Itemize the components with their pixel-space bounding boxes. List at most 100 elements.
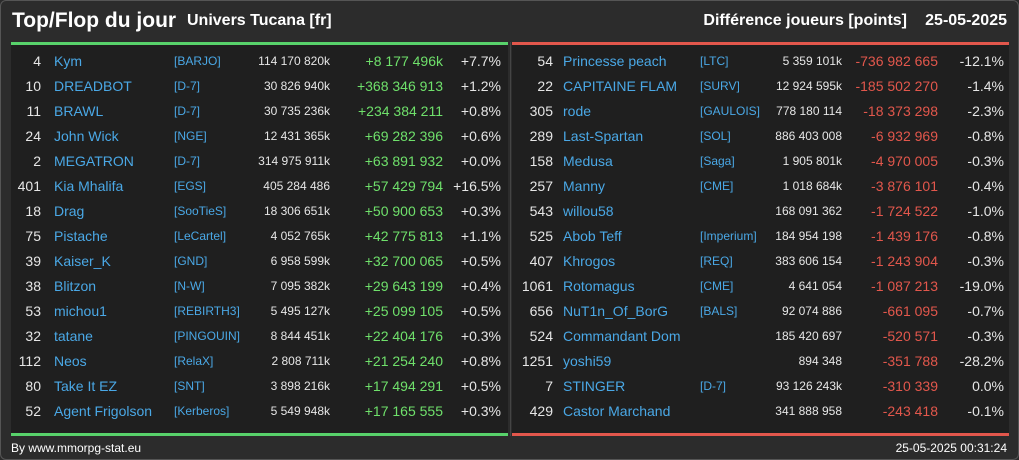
player-name-link[interactable]: Kym (54, 53, 82, 69)
alliance-tag-link[interactable]: [CME] (700, 279, 734, 293)
player-points: 2 808 711k (271, 354, 331, 368)
player-name-link[interactable]: Blitzon (54, 278, 97, 294)
points-delta-percent: -1.4% (967, 78, 1004, 94)
player-name-link[interactable]: Rotomagus (563, 278, 635, 294)
alliance-tag-link[interactable]: [Saga] (700, 154, 735, 168)
points-delta: -243 418 (882, 403, 938, 419)
player-rank: 407 (529, 253, 553, 269)
alliance-tag-link[interactable]: [D-7] (174, 104, 201, 118)
alliance-tag-link[interactable]: [REQ] (700, 254, 733, 268)
player-name-link[interactable]: STINGER (563, 378, 626, 394)
points-delta-percent: +7.7% (460, 53, 501, 69)
player-name-link[interactable]: Princesse peach (563, 53, 667, 69)
player-name-link[interactable]: Commandant Dom (563, 328, 681, 344)
player-name-link[interactable]: Medusa (563, 153, 613, 169)
player-name-link[interactable]: Last-Spartan (563, 128, 644, 144)
player-name-link[interactable]: Agent Frigolson (54, 403, 153, 419)
player-name-link[interactable]: Khrogos (563, 253, 616, 269)
alliance-tag-link[interactable]: [EGS] (174, 179, 207, 193)
player-name-link[interactable]: BRAWL (54, 103, 104, 119)
alliance-tag-link[interactable]: [SURV] (700, 79, 740, 93)
flop-row: 289 Last-Spartan [SOL] 886 403 008 -6 932 96… (512, 124, 1009, 149)
player-rank: 52 (25, 403, 41, 419)
alliance-tag-link[interactable]: [D-7] (174, 79, 201, 93)
points-delta-percent: -28.2% (959, 353, 1004, 369)
player-name-link[interactable]: yoshi59 (563, 353, 612, 369)
top-row: 18 Drag [SooTieS] 18 306 651k +50 900 653 +0.… (11, 199, 508, 224)
alliance-tag-link[interactable]: [Kerberos] (174, 404, 230, 418)
points-delta-percent: -12.1% (959, 53, 1004, 69)
player-name-link[interactable]: Kaiser_K (54, 253, 111, 269)
points-delta-percent: +0.6% (460, 128, 501, 144)
player-name-link[interactable]: NuT1n_Of_BorG (563, 303, 669, 319)
player-rank: 524 (529, 328, 553, 344)
player-points: 18 306 651k (263, 204, 330, 218)
player-name-link[interactable]: Take It EZ (54, 378, 118, 394)
alliance-tag-link[interactable]: [N-W] (174, 279, 205, 293)
alliance-tag-link[interactable]: [PINGOUIN] (174, 329, 241, 343)
alliance-tag-link[interactable]: [NGE] (174, 129, 207, 143)
top-row: 2 MEGATRON [D-7] 314 975 911k +63 891 932 +0.… (11, 149, 508, 174)
player-points: 30 735 236k (263, 104, 330, 118)
points-delta-percent: +0.5% (460, 303, 501, 319)
player-name-link[interactable]: tatane (54, 328, 93, 344)
alliance-tag-link[interactable]: [GND] (174, 254, 208, 268)
player-name-link[interactable]: Castor Marchand (563, 403, 671, 419)
player-name-link[interactable]: michou1 (54, 303, 107, 319)
alliance-tag-link[interactable]: [BARJO] (174, 54, 221, 68)
flop-panel: 54 Princesse peach [LTC] 5 359 101k -736 982… (512, 42, 1009, 436)
alliance-tag-link[interactable]: [LTC] (700, 54, 729, 68)
flop-row: 1251 yoshi59 894 348 -351 788 -28.2% (512, 349, 1009, 374)
player-rank: 75 (25, 228, 41, 244)
points-delta-percent: -0.1% (967, 403, 1004, 419)
player-rank: 112 (18, 353, 41, 369)
player-name-link[interactable]: willou58 (563, 203, 614, 219)
player-rank: 401 (17, 178, 41, 194)
player-name-link[interactable]: Abob Teff (563, 228, 622, 244)
points-delta-percent: +1.2% (460, 78, 501, 94)
player-rank: 18 (25, 203, 41, 219)
player-name-link[interactable]: rode (563, 103, 592, 119)
points-delta: -185 502 270 (855, 78, 938, 94)
points-delta-percent: -1.0% (967, 203, 1004, 219)
flop-row: 407 Khrogos [REQ] 383 606 154 -1 243 904 -0.3… (512, 249, 1009, 274)
points-delta: +368 346 913 (356, 78, 443, 94)
top-row: 75 Pistache [LeCartel] 4 052 765k +42 775 81… (11, 224, 508, 249)
alliance-tag-link[interactable]: [CME] (700, 179, 734, 193)
player-name-link[interactable]: Neos (54, 353, 87, 369)
alliance-tag-link[interactable]: [SNT] (174, 379, 205, 393)
player-rank: 656 (529, 303, 553, 319)
alliance-tag-link[interactable]: [BALS] (700, 304, 738, 318)
alliance-tag-link[interactable]: [SooTieS] (174, 204, 227, 218)
player-points: 778 180 114 (776, 104, 842, 118)
flop-row: 7 STINGER [D-7] 93 126 243k -310 339 0.0% (512, 374, 1009, 399)
player-points: 6 958 599k (270, 254, 330, 268)
alliance-tag-link[interactable]: [RelaX] (174, 354, 214, 368)
flop-row: 429 Castor Marchand 341 888 958 -243 418 -0.… (512, 399, 1009, 424)
top-row: 401 Kia Mhalifa [EGS] 405 284 486 +57 429 79… (11, 174, 508, 199)
points-delta: +22 404 176 (364, 328, 443, 344)
alliance-tag-link[interactable]: [GAULOIS] (700, 104, 761, 118)
alliance-tag-link[interactable]: [D-7] (174, 154, 201, 168)
alliance-tag-link[interactable]: [Imperium] (700, 229, 757, 243)
player-points: 4 641 054 (788, 279, 842, 293)
alliance-tag-link[interactable]: [D-7] (700, 379, 727, 393)
player-name-link[interactable]: Manny (563, 178, 606, 194)
points-delta: -520 571 (882, 328, 938, 344)
player-name-link[interactable]: MEGATRON (54, 153, 134, 169)
points-delta-percent: -19.0% (959, 278, 1004, 294)
alliance-tag-link[interactable]: [REBIRTH3] (174, 304, 240, 318)
player-rank: 53 (25, 303, 41, 319)
points-delta: +42 775 813 (364, 228, 443, 244)
player-name-link[interactable]: DREADBOT (54, 78, 132, 94)
player-name-link[interactable]: Drag (54, 203, 85, 219)
player-name-link[interactable]: CAPITAINE FLAM (563, 78, 678, 94)
source-credit: By www.mmorpg-stat.eu (11, 441, 142, 455)
alliance-tag-link[interactable]: [LeCartel] (174, 229, 227, 243)
player-name-link[interactable]: Kia Mhalifa (54, 178, 124, 194)
player-points: 185 420 697 (775, 329, 842, 343)
alliance-tag-link[interactable]: [SOL] (700, 129, 731, 143)
player-name-link[interactable]: Pistache (54, 228, 108, 244)
player-points: 4 052 765k (270, 229, 330, 243)
player-name-link[interactable]: John Wick (54, 128, 119, 144)
